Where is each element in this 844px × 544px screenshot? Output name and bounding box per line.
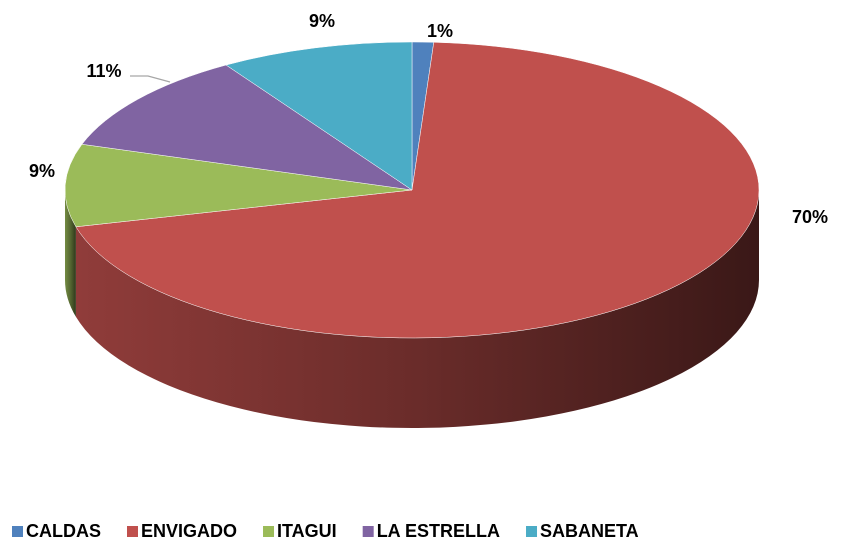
legend-swatch <box>127 526 138 537</box>
data-label: 11% <box>86 61 121 81</box>
data-label: 9% <box>29 161 55 181</box>
legend-swatch <box>263 526 275 537</box>
slice-side <box>75 190 760 428</box>
slice-side <box>65 190 76 317</box>
data-label: 9% <box>309 11 335 31</box>
slice <box>64 143 413 228</box>
data-label: 1% <box>427 21 453 41</box>
legend-label: SABANETA <box>540 521 639 541</box>
legend-label: LA ESTRELLA <box>377 521 500 541</box>
slice <box>75 42 760 339</box>
legend-swatch <box>362 526 374 537</box>
data-label: 70% <box>792 207 828 227</box>
slice <box>81 64 413 191</box>
legend-label: ITAGUI <box>277 521 337 541</box>
legend-label: CALDAS <box>26 521 101 541</box>
legend-label: ENVIGADO <box>141 521 237 541</box>
leader-line <box>130 75 171 83</box>
slice <box>225 41 413 191</box>
legend-swatch <box>526 526 538 537</box>
legend-swatch <box>12 526 23 537</box>
